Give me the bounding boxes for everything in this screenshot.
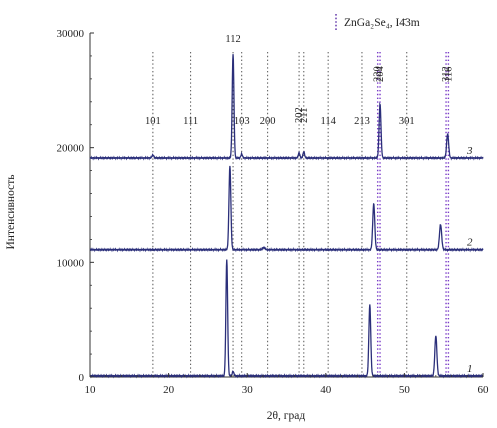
reference-label-202: 202 bbox=[294, 107, 305, 123]
trace-1 bbox=[89, 259, 484, 379]
reference-label-103: 103 bbox=[234, 116, 250, 127]
reference-label-114: 114 bbox=[320, 116, 336, 127]
x-axis-title: 2θ, град bbox=[267, 410, 306, 422]
x-tick-label: 60 bbox=[478, 384, 490, 396]
reference-label-112: 112 bbox=[225, 34, 240, 45]
legend-text: ZnGa₂Se₄, I4̄3m bbox=[344, 17, 420, 29]
chart-axes bbox=[89, 33, 483, 378]
trace-label-3: 3 bbox=[466, 145, 473, 157]
trace-labels: 1 2 3 bbox=[466, 145, 473, 375]
y-axis-title: Интенсивность bbox=[5, 175, 17, 250]
trace-2 bbox=[89, 165, 484, 253]
y-axis-ticks: 0 10000 20000 30000 bbox=[57, 28, 94, 384]
reference-label-101: 101 bbox=[145, 116, 161, 127]
y-tick-label: 10000 bbox=[57, 257, 85, 269]
x-tick-label: 20 bbox=[163, 384, 175, 396]
reference-label-301: 301 bbox=[399, 116, 415, 127]
x-tick-label: 40 bbox=[320, 384, 332, 396]
x-tick-label: 30 bbox=[242, 384, 254, 396]
trace-3 bbox=[89, 54, 484, 161]
y-tick-label: 30000 bbox=[57, 28, 85, 40]
x-axis-ticks: 10 20 30 40 50 60 bbox=[85, 373, 490, 396]
reference-label-111: 111 bbox=[183, 116, 198, 127]
reference-label-116: 116 bbox=[443, 67, 454, 82]
reference-label-220: 220 bbox=[373, 66, 384, 82]
reference-peak-lines bbox=[152, 52, 450, 377]
reference-label-204: 204 bbox=[375, 66, 386, 83]
x-tick-label: 10 bbox=[85, 384, 97, 396]
chart-legend: ZnGa₂Se₄, I4̄3m bbox=[335, 14, 420, 30]
diffraction-traces bbox=[89, 54, 484, 379]
y-tick-label: 0 bbox=[79, 372, 85, 384]
trace-label-2: 2 bbox=[467, 237, 473, 249]
y-tick-label: 20000 bbox=[57, 143, 85, 155]
x-tick-label: 50 bbox=[399, 384, 411, 396]
reference-label-200: 200 bbox=[260, 116, 276, 127]
trace-label-1: 1 bbox=[467, 363, 473, 375]
reference-label-213: 213 bbox=[354, 116, 370, 127]
reference-label-312: 312 bbox=[441, 66, 452, 82]
reference-label-211: 211 bbox=[299, 108, 310, 123]
